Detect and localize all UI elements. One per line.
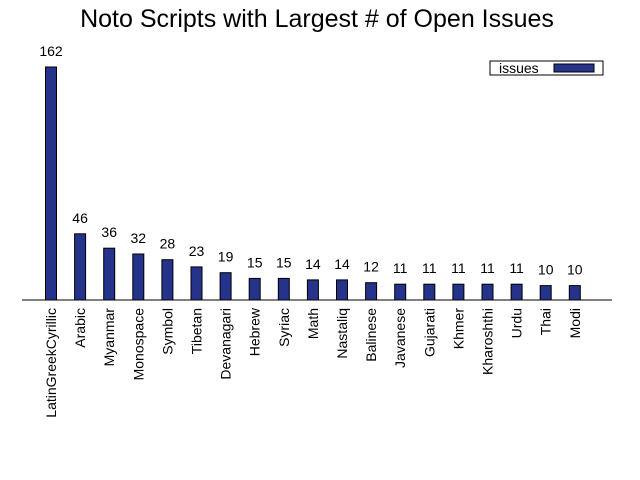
value-label-monospace: 32	[131, 230, 147, 246]
bar-monospace	[132, 253, 145, 301]
bar-gujarati	[423, 283, 436, 301]
legend-swatch	[553, 63, 595, 73]
bar-thai	[539, 285, 552, 301]
value-label-modi: 10	[567, 262, 583, 278]
value-label-tibetan: 23	[189, 243, 205, 259]
x-tick-label-arabic: Arabic	[72, 308, 88, 348]
bar-nastaliq	[336, 279, 348, 301]
x-tick-label-javanese: Javanese	[392, 308, 408, 368]
bar-tibetan	[190, 266, 203, 301]
value-label-thai: 10	[538, 262, 554, 278]
value-label-devanagari: 19	[218, 249, 234, 265]
bar-arabic	[74, 233, 87, 301]
x-tick-label-syriac: Syriac	[276, 308, 292, 347]
value-label-myanmar: 36	[101, 224, 117, 240]
value-label-javanese: 11	[393, 260, 408, 276]
bar-math	[306, 279, 319, 301]
bar-javanese	[394, 283, 407, 301]
x-tick-label-kharoshthi: Kharoshthi	[480, 308, 496, 375]
value-label-symbol: 28	[160, 236, 176, 252]
value-label-latingreekcyrillic: 162	[39, 43, 63, 59]
value-label-syriac: 15	[276, 254, 292, 270]
bar-symbol	[161, 259, 174, 301]
bars-group	[45, 66, 581, 301]
bar-latingreekcyrillic	[45, 66, 57, 301]
x-tick-label-monospace: Monospace	[130, 308, 146, 381]
bar-kharoshthi	[481, 283, 494, 301]
x-tick-label-tibetan: Tibetan	[189, 308, 205, 354]
x-tick-label-thai: Thai	[538, 308, 554, 335]
x-tick-label-balinese: Balinese	[363, 308, 379, 362]
value-label-hebrew: 15	[247, 254, 263, 270]
x-tick-label-latingreekcyrillic: LatinGreekCyrillic	[43, 308, 59, 418]
x-tick-label-devanagari: Devanagari	[218, 308, 234, 380]
x-tick-label-hebrew: Hebrew	[247, 307, 263, 356]
x-tick-label-gujarati: Gujarati	[421, 308, 437, 357]
x-tick-label-symbol: Symbol	[159, 308, 175, 355]
x-tick-label-khmer: Khmer	[450, 308, 466, 350]
value-label-balinese: 12	[363, 259, 379, 275]
value-label-khmer: 11	[451, 260, 466, 276]
x-tick-label-urdu: Urdu	[509, 308, 525, 338]
value-label-gujarati: 11	[422, 260, 437, 276]
bar-syriac	[277, 277, 290, 301]
x-tick-label-myanmar: Myanmar	[101, 308, 117, 367]
bar-hebrew	[248, 277, 261, 301]
value-label-urdu: 11	[509, 260, 524, 276]
bar-khmer	[452, 283, 465, 301]
bar-urdu	[510, 283, 523, 301]
bar-modi	[568, 285, 581, 301]
value-labels-group: 162 46 36 32 28 23 19 15 15 14 14 12 11 11 11 11 11 10 10	[39, 43, 582, 278]
x-tick-labels-group: LatinGreekCyrillic Arabic Myanmar Monospace…	[43, 307, 583, 418]
bar-myanmar	[103, 247, 116, 301]
legend-label: issues	[499, 60, 539, 76]
x-tick-label-modi: Modi	[567, 308, 583, 338]
bar-balinese	[365, 282, 378, 301]
value-label-kharoshthi: 11	[480, 260, 495, 276]
value-label-arabic: 46	[72, 210, 88, 226]
x-tick-label-nastaliq: Nastaliq	[334, 308, 350, 359]
chart-title: Noto Scripts with Largest # of Open Issu…	[80, 5, 554, 33]
value-label-math: 14	[305, 256, 321, 272]
legend: issues	[489, 60, 604, 76]
value-label-nastaliq: 14	[334, 256, 350, 272]
x-tick-label-math: Math	[305, 308, 321, 339]
bar-devanagari	[219, 272, 232, 301]
